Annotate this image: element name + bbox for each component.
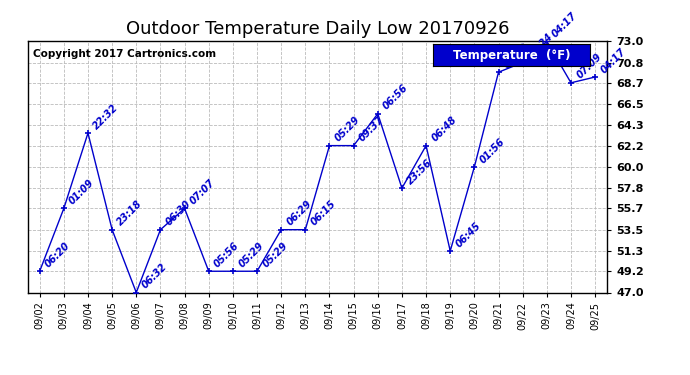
Text: 04:17: 04:17 [551, 10, 580, 39]
Text: 05:29: 05:29 [261, 240, 290, 269]
Text: 06:45: 06:45 [454, 220, 483, 249]
Text: 07:09: 07:09 [575, 52, 604, 81]
Text: 06:15: 06:15 [309, 199, 338, 228]
Text: Copyright 2017 Cartronics.com: Copyright 2017 Cartronics.com [33, 49, 217, 59]
Text: 22:32: 22:32 [92, 102, 121, 131]
Text: 06:30: 06:30 [164, 199, 193, 228]
Text: 05:29: 05:29 [237, 240, 266, 269]
Text: 05:29: 05:29 [333, 115, 362, 144]
Text: 06:56: 06:56 [382, 83, 411, 112]
Text: 09:37: 09:37 [357, 115, 386, 144]
Text: 23:18: 23:18 [116, 199, 145, 228]
Title: Outdoor Temperature Daily Low 20170926: Outdoor Temperature Daily Low 20170926 [126, 20, 509, 38]
Text: 05:56: 05:56 [213, 240, 242, 269]
Text: 06:29: 06:29 [285, 199, 314, 228]
Text: 01:56: 01:56 [478, 136, 507, 165]
Text: 07:07: 07:07 [188, 178, 217, 207]
Text: 01:24: 01:24 [526, 32, 555, 61]
Text: 04:17: 04:17 [599, 46, 628, 75]
Text: 06:20: 06:20 [43, 240, 72, 269]
Text: 01:09: 01:09 [68, 178, 97, 207]
Text: 06:32: 06:32 [140, 262, 169, 291]
Text: 05:43: 05:43 [502, 41, 531, 70]
Text: 23:56: 23:56 [406, 157, 435, 186]
Text: 06:48: 06:48 [430, 115, 459, 144]
